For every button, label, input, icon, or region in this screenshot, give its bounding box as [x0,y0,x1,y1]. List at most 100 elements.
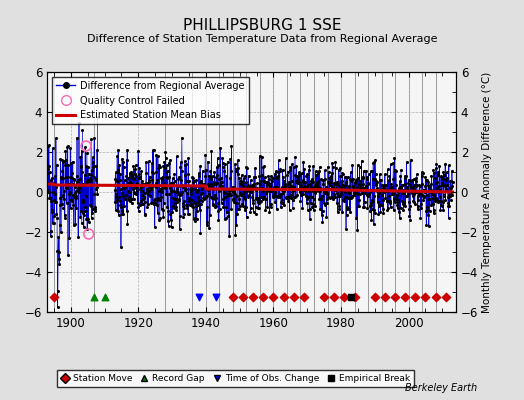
Point [164,208,172,214]
Point [93,114,102,120]
Point [409,185,417,191]
Point [272,206,281,212]
Point [387,180,396,187]
Point [46,195,54,201]
Point [62,200,71,206]
Point [58,156,67,163]
Point [275,168,283,174]
Point [224,191,233,197]
Point [92,163,101,169]
Point [362,168,370,174]
Point [286,195,294,201]
Point [216,145,224,152]
Point [279,200,287,206]
Point [55,256,63,262]
Point [272,184,280,191]
Point [442,294,450,300]
Point [340,198,348,204]
Point [386,200,395,206]
Point [359,204,368,210]
Point [72,204,80,211]
Text: Difference of Station Temperature Data from Regional Average: Difference of Station Temperature Data f… [87,34,437,44]
Point [349,186,357,192]
Point [269,194,277,200]
Point [84,216,92,222]
Point [433,172,442,178]
Point [73,177,82,184]
Point [205,174,214,180]
Point [171,200,180,206]
Point [146,193,154,200]
Point [169,204,178,211]
Point [75,189,83,195]
Point [361,190,369,196]
Point [391,294,399,300]
Point [230,196,238,202]
Point [123,147,132,153]
Point [279,174,287,180]
Point [404,191,412,197]
Point [395,209,403,216]
Point [119,164,128,170]
Point [60,196,68,202]
Point [158,177,167,183]
Point [251,165,259,172]
Point [391,196,400,202]
Point [52,184,60,190]
Point [198,190,206,196]
Point [365,191,374,198]
Point [304,194,312,200]
Point [301,183,309,190]
Point [159,206,167,213]
Point [206,181,215,188]
Point [280,201,289,208]
Point [194,194,203,200]
Point [60,188,69,194]
Point [179,214,187,220]
Point [139,181,148,188]
Point [359,173,367,180]
Point [399,186,407,193]
Point [423,204,432,210]
Point [308,194,316,200]
Point [408,188,416,194]
Point [243,188,252,194]
Point [158,189,166,195]
Point [120,203,128,209]
Point [138,200,146,207]
Point [211,196,219,202]
Point [425,196,433,202]
Point [268,186,277,193]
Point [250,174,258,180]
Point [192,176,201,183]
Point [323,196,331,202]
Point [48,209,56,216]
Point [281,155,290,161]
Point [168,209,177,215]
Point [182,202,190,208]
Point [270,193,279,200]
Point [177,177,185,183]
Point [289,187,298,194]
Point [113,208,122,214]
Point [252,211,260,217]
Point [329,184,337,191]
Point [434,183,443,189]
Point [372,182,380,188]
Point [111,176,119,182]
Point [338,170,346,176]
Point [238,179,247,185]
Point [117,243,125,250]
Point [74,234,82,240]
Point [87,136,95,142]
Point [329,195,337,202]
Point [334,178,342,185]
Point [408,190,416,196]
Point [297,182,305,188]
Point [342,179,350,185]
Point [373,179,381,185]
Point [435,198,443,204]
Point [90,174,98,180]
Point [222,204,230,210]
Point [85,176,93,183]
